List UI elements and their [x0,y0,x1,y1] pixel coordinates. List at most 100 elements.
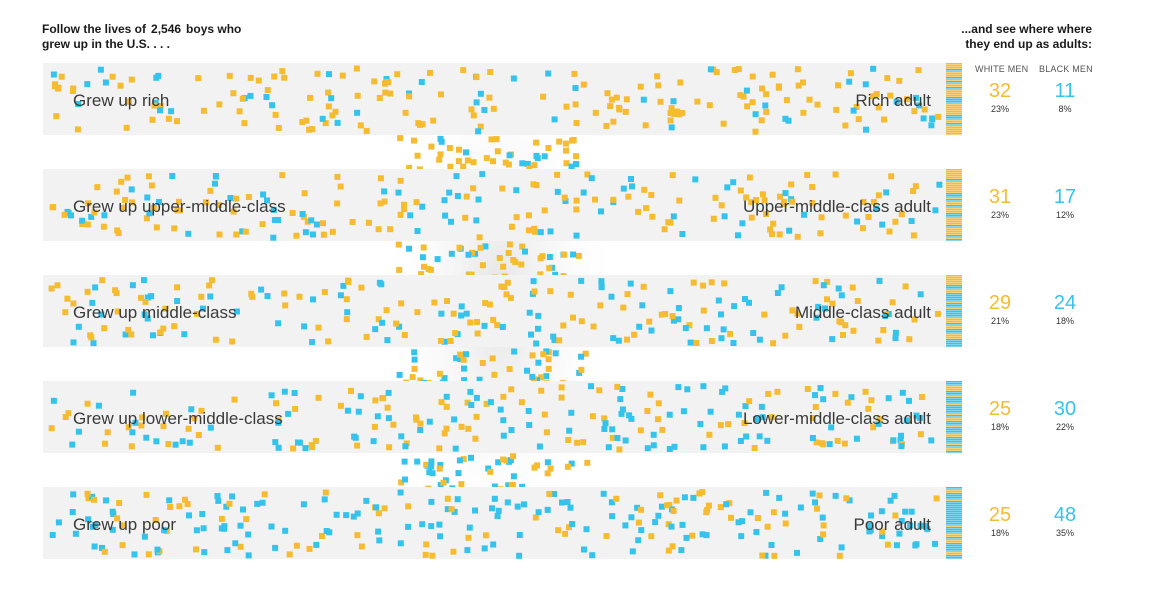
person-dot [679,521,686,528]
person-dot [809,415,816,421]
person-dot [443,403,450,410]
person-dot [879,528,886,535]
boys-count: 2,546 [151,22,182,36]
person-dot [513,214,520,221]
person-dot [241,120,248,127]
person-dot [584,171,591,178]
person-dot [461,377,468,384]
person-dot [669,313,676,320]
person-dot [690,494,697,501]
edge-stripe [946,327,962,329]
person-dot [662,311,669,317]
person-dot [506,366,513,372]
person-dot [715,297,722,304]
edge-stripe [946,551,962,553]
person-dot [313,221,320,228]
person-dot [846,497,853,504]
person-dot [508,427,515,433]
person-dot [441,430,448,437]
person-dot [434,256,441,263]
person-dot [418,79,425,85]
person-dot [512,259,519,266]
edge-stripe [946,199,962,201]
person-dot [629,183,635,190]
person-dot [902,508,909,515]
person-dot [573,161,579,167]
person-dot [679,231,686,237]
person-dot [903,417,910,424]
person-dot [578,318,585,325]
edge-stripe [946,523,962,525]
person-dot [488,136,495,143]
person-dot [629,548,636,555]
person-dot [832,171,839,178]
person-dot [650,431,657,438]
white-men-column-header: WHITE MEN [975,64,1029,74]
person-dot [913,412,920,419]
person-dot [717,422,724,429]
person-dot [419,521,426,528]
person-dot [670,508,677,514]
person-dot [525,408,532,414]
edge-stripe [946,489,962,491]
person-dot [932,540,938,547]
edge-stripe [946,175,962,177]
person-dot [326,71,332,78]
person-dot [466,524,473,531]
person-dot [165,441,172,447]
person-dot [143,434,150,441]
person-dot [365,219,372,226]
person-dot [846,78,853,85]
person-dot [616,104,623,111]
person-dot [322,489,329,496]
white-men-count: 25 [988,398,1012,420]
person-dot [667,288,674,295]
person-dot [598,278,605,285]
person-dot [417,420,424,427]
person-dot [896,77,903,84]
person-dot [275,444,282,451]
intro-left-text: Follow the lives of 2,546 boys who grew up… [42,22,272,52]
person-dot [249,293,256,300]
person-dot [708,279,715,286]
edge-stripe [946,103,962,105]
person-dot [822,305,828,312]
person-dot [428,463,435,470]
person-dot [462,214,469,221]
person-dot [463,193,470,200]
person-dot [375,510,382,517]
person-dot [627,280,634,287]
person-dot [600,490,607,497]
person-dot [476,234,483,241]
person-dot [472,507,478,514]
person-dot [212,180,218,187]
person-dot [806,96,813,103]
person-dot [717,504,724,511]
person-dot [414,228,421,234]
edge-stripe [946,127,962,129]
person-dot [817,230,824,237]
person-dot [343,296,350,303]
black-men-stat: 11 8% [1035,80,1095,115]
person-dot [314,70,321,77]
person-dot [848,394,855,401]
person-dot [451,416,458,423]
person-dot [355,408,362,415]
person-dot [308,442,315,449]
edge-stripe [946,529,962,531]
person-dot [752,128,759,135]
person-dot [339,72,346,79]
person-dot [860,198,867,205]
person-dot [74,126,81,133]
person-dot [782,190,789,197]
person-dot [782,510,789,517]
person-dot [344,407,351,414]
person-dot [99,277,106,284]
person-dot [887,497,894,504]
person-dot [375,528,382,535]
person-dot [840,332,846,338]
person-dot [762,102,769,109]
edge-stripe [946,513,962,515]
person-dot [499,185,506,192]
person-dot [748,199,755,206]
